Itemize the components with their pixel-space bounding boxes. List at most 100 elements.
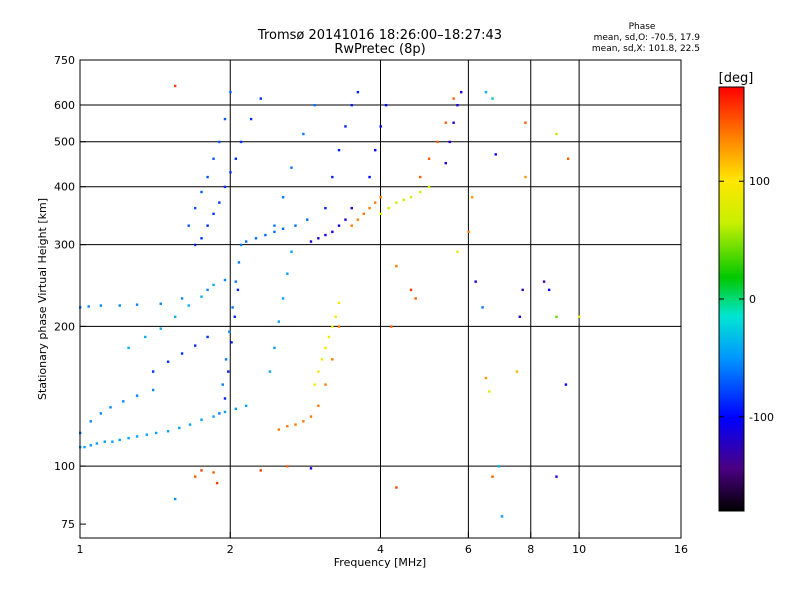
echo-point [273, 224, 276, 227]
echo-point [237, 261, 241, 264]
phase-stats-x: mean, sd,X: 101.8, 22.5 [591, 44, 700, 54]
echo-point [324, 346, 327, 350]
y-tick-label: 500 [54, 136, 75, 149]
echo-point [286, 425, 289, 428]
echo-point [356, 218, 360, 221]
echo-point [187, 224, 190, 227]
echo-point [344, 125, 347, 128]
y-tick-label: 750 [54, 54, 75, 67]
echo-point [379, 125, 382, 128]
y-tick-label: 200 [54, 320, 75, 333]
echo-point [362, 212, 366, 216]
echo-point [200, 190, 203, 194]
echo-point [547, 288, 551, 292]
echo-point [244, 240, 248, 243]
echo-point [212, 157, 215, 160]
echo-point [87, 305, 90, 308]
x-tick-label: 16 [674, 543, 688, 556]
echo-point [224, 358, 228, 361]
echo-point [309, 415, 313, 418]
echo-point [515, 370, 519, 373]
echo-point [334, 315, 337, 318]
echo-point [302, 132, 305, 136]
echo-point [273, 230, 276, 234]
echo-point [555, 315, 558, 318]
colorbar-tick-label: -100 [749, 411, 774, 424]
echo-point [200, 295, 203, 298]
echo-point [320, 358, 324, 361]
echo-point [227, 370, 230, 373]
echo-point [194, 206, 197, 210]
echo-point [337, 301, 341, 305]
x-tick-label: 6 [465, 543, 472, 556]
echo-point [135, 435, 139, 438]
phase-heading: Phase [628, 22, 656, 32]
echo-point [254, 237, 258, 240]
echo-point [286, 465, 289, 468]
echo-point [337, 325, 341, 328]
echo-point [127, 436, 130, 440]
echo-point [395, 201, 398, 204]
echo-point [337, 224, 341, 227]
echo-point [481, 306, 484, 309]
echo-point [414, 297, 417, 300]
echo-point [223, 278, 227, 282]
echo-point [230, 341, 233, 344]
echo-point [427, 185, 431, 189]
echo-point [317, 237, 320, 240]
echo-point [212, 471, 215, 474]
echo-point [460, 90, 463, 94]
echo-point [151, 388, 155, 392]
echo-point [277, 428, 281, 431]
echo-point [384, 103, 388, 107]
echo-point [350, 224, 353, 227]
echo-point [317, 404, 320, 408]
echo-point [374, 201, 377, 204]
echo-point [290, 250, 293, 253]
data-points [79, 84, 581, 518]
echo-point [144, 335, 147, 339]
echo-point [206, 335, 209, 339]
chart-title: Tromsø 20141016 18:26:00–18:27:43 [257, 28, 503, 43]
echo-point [555, 132, 558, 136]
echo-point [277, 320, 281, 323]
echo-point [491, 475, 494, 478]
echo-point [268, 370, 272, 373]
echo-point [249, 117, 253, 121]
echo-point [452, 121, 455, 124]
echo-point [309, 240, 313, 243]
echo-point [324, 233, 327, 237]
echo-point [212, 283, 215, 287]
echo-point [317, 370, 320, 373]
echo-point [337, 148, 341, 152]
echo-point [111, 440, 114, 443]
echo-point [331, 325, 334, 328]
echo-point [89, 444, 92, 447]
echo-point [331, 230, 334, 234]
echo-point [350, 206, 353, 210]
echo-point [500, 515, 504, 518]
echo-point [206, 224, 209, 227]
echo-point [200, 237, 203, 240]
echo-point [264, 233, 267, 237]
echo-point [324, 383, 327, 386]
echo-point [524, 175, 527, 179]
echo-point [444, 121, 447, 124]
y-tick-label: 400 [54, 181, 75, 194]
echo-point [215, 481, 219, 485]
colorbar-tick-label: 100 [749, 175, 770, 188]
echo-point [83, 445, 86, 449]
echo-point [166, 430, 170, 433]
echo-point [419, 175, 422, 179]
echo-point [281, 227, 285, 230]
echo-point [281, 297, 285, 300]
echo-point [173, 497, 177, 501]
echo-point [286, 272, 289, 275]
echo-point [448, 140, 451, 144]
echo-point [218, 140, 221, 144]
echo-point [223, 117, 227, 121]
colorbar-ticks: 100 0 -100 [719, 175, 774, 424]
echo-point [379, 196, 382, 199]
echo-point [118, 304, 121, 307]
echo-point [159, 302, 162, 305]
